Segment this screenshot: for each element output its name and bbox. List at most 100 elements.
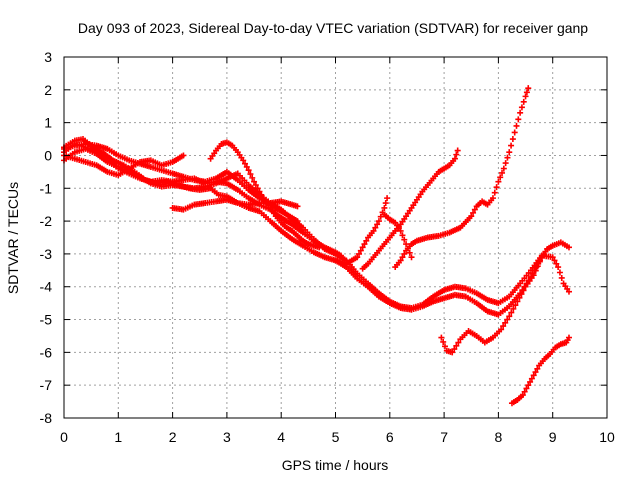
data-point xyxy=(513,122,520,129)
data-point xyxy=(453,151,460,158)
data-point xyxy=(520,287,527,294)
data-point xyxy=(553,260,560,267)
data-point xyxy=(249,174,256,181)
chart-title: Day 093 of 2023, Sidereal Day-to-day VTE… xyxy=(78,20,588,36)
data-point xyxy=(247,171,254,178)
data-point xyxy=(534,263,541,270)
data-point xyxy=(530,272,537,279)
data-point xyxy=(384,195,391,202)
data-point xyxy=(180,152,187,159)
data-point xyxy=(500,323,507,330)
series-8 xyxy=(332,195,391,267)
data-point xyxy=(544,245,551,252)
series-6 xyxy=(207,139,323,251)
y-tick-label: -8 xyxy=(40,410,53,426)
x-tick-label: 1 xyxy=(114,429,122,445)
data-point xyxy=(565,288,572,295)
x-tick-label: 8 xyxy=(495,429,503,445)
data-point xyxy=(525,382,532,389)
data-point xyxy=(530,372,537,379)
y-tick-label: 0 xyxy=(44,147,52,163)
data-point xyxy=(361,241,368,248)
data-point xyxy=(401,250,408,257)
data-point xyxy=(523,89,530,96)
x-tick-label: 0 xyxy=(60,429,68,445)
y-tick-label: -3 xyxy=(40,246,53,262)
series-9 xyxy=(359,147,461,272)
data-point xyxy=(512,302,519,309)
y-tick-label: -4 xyxy=(40,279,53,295)
data-point xyxy=(256,188,263,195)
data-point xyxy=(556,269,563,276)
data-point xyxy=(493,184,500,191)
data-point xyxy=(534,365,541,372)
data-point xyxy=(510,305,517,312)
data-point xyxy=(294,218,301,225)
data-point xyxy=(518,291,525,298)
series-3 xyxy=(61,145,572,312)
x-tick-label: 5 xyxy=(332,429,340,445)
data-point xyxy=(500,165,507,172)
data-point xyxy=(440,338,447,345)
data-point xyxy=(401,236,408,243)
data-point xyxy=(515,116,522,123)
x-tick-label: 2 xyxy=(169,429,177,445)
data-point xyxy=(491,189,498,196)
data-point xyxy=(551,257,558,264)
data-point xyxy=(471,206,478,213)
data-point xyxy=(406,249,413,256)
data-point xyxy=(549,254,556,261)
x-tick-label: 10 xyxy=(599,429,615,445)
data-point xyxy=(377,213,384,220)
data-point xyxy=(508,309,515,316)
data-point xyxy=(518,104,525,111)
data-point xyxy=(359,244,366,251)
data-point xyxy=(514,298,521,305)
data-point xyxy=(499,169,506,176)
data-point xyxy=(372,224,379,231)
data-point xyxy=(506,149,513,156)
data-point xyxy=(555,264,562,271)
x-axis-label: GPS time / hours xyxy=(282,457,389,473)
data-point xyxy=(506,313,513,320)
y-tick-label: 2 xyxy=(44,82,52,98)
data-point xyxy=(536,258,543,265)
y-tick-label: 3 xyxy=(44,49,52,65)
data-point xyxy=(356,250,363,257)
data-point xyxy=(558,274,565,281)
axis-ticks: 0 1 2 3 4 5 6 7 8 9 10 -8 -7 -6 -5 -4 -3 -2 -1 0 1 2 3 xyxy=(40,49,615,445)
data-point xyxy=(240,157,247,164)
data-point xyxy=(258,191,265,198)
data-point xyxy=(382,200,389,207)
data-point xyxy=(363,237,370,244)
data-point xyxy=(502,160,509,167)
data-point xyxy=(243,163,250,170)
series-5 xyxy=(61,140,301,225)
data-point xyxy=(438,334,445,341)
y-tick-label: 1 xyxy=(44,115,52,131)
data-point xyxy=(504,154,511,161)
data-point xyxy=(489,195,496,202)
data-point xyxy=(504,316,511,323)
data-point xyxy=(468,213,475,220)
data-point xyxy=(523,385,530,392)
data-point xyxy=(242,160,248,167)
series-11 xyxy=(392,85,532,271)
y-tick-label: -2 xyxy=(40,213,53,229)
data-point xyxy=(399,254,406,261)
data-point xyxy=(522,93,529,100)
data-point xyxy=(397,257,404,264)
data-point xyxy=(508,142,515,149)
data-point xyxy=(565,334,572,341)
data-point xyxy=(375,218,382,225)
data-point xyxy=(453,342,460,349)
y-tick-label: -7 xyxy=(40,377,53,393)
y-tick-label: -5 xyxy=(40,312,53,328)
data-point xyxy=(451,346,458,353)
data-point xyxy=(470,209,477,216)
series-10 xyxy=(381,211,415,261)
x-tick-label: 9 xyxy=(549,429,557,445)
data-point xyxy=(449,349,456,356)
data-point xyxy=(527,378,534,385)
